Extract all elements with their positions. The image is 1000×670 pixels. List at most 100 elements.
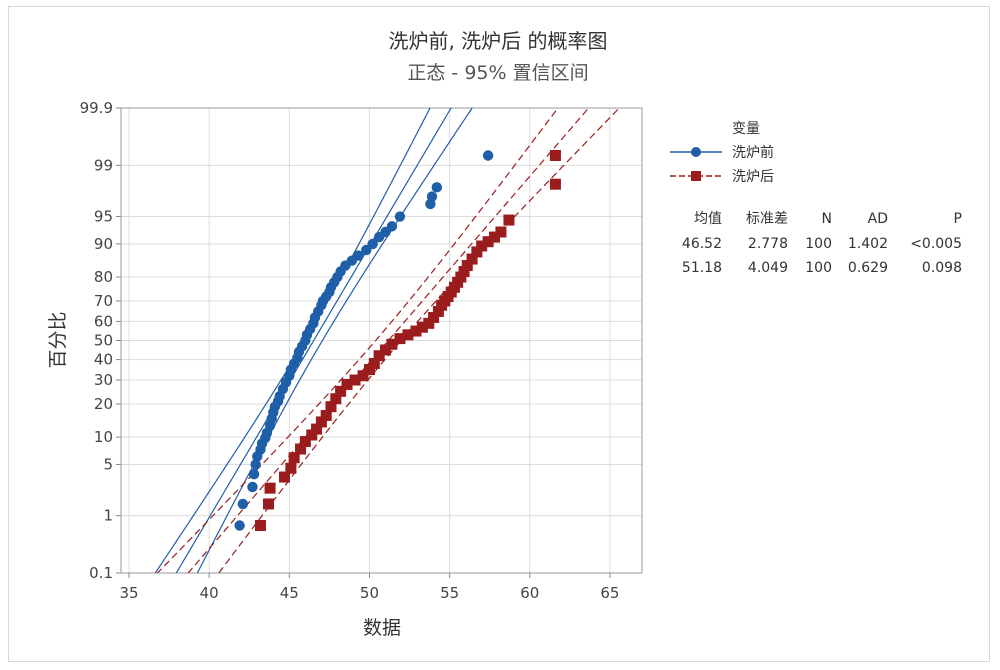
data-point	[353, 250, 364, 261]
chart-title: 洗炉前, 洗炉后 的概率图	[388, 29, 607, 53]
data-point	[330, 393, 342, 405]
stats-header: 均值	[694, 211, 722, 227]
data-point	[341, 378, 353, 390]
data-point	[416, 321, 428, 333]
stats-cell: 0.098	[922, 260, 962, 276]
y-axis-label: 百分比	[47, 311, 69, 368]
stats-cell: 0.629	[848, 260, 888, 276]
data-point	[311, 423, 323, 435]
x-tick-label: 35	[119, 584, 138, 602]
data-point	[432, 305, 444, 317]
legend-title: 变量	[732, 121, 760, 137]
y-tick-label: 99	[94, 156, 113, 174]
data-point	[237, 498, 249, 510]
stats-header: AD	[868, 211, 888, 227]
data-point	[247, 481, 258, 493]
y-tick-label: 40	[94, 351, 113, 369]
data-point	[503, 214, 515, 226]
y-tick-label: 80	[94, 268, 113, 286]
stats-cell: 1.402	[848, 236, 888, 252]
data-point	[306, 429, 318, 441]
data-point	[357, 370, 369, 382]
y-tick-label: 5	[103, 455, 113, 473]
legend-label-before: 洗炉前	[732, 144, 774, 161]
data-point	[380, 344, 392, 356]
legend-marker-before	[691, 147, 701, 157]
data-point	[373, 350, 385, 362]
fit-line	[175, 108, 452, 573]
data-point	[489, 231, 501, 243]
data-point	[248, 469, 260, 480]
stats-cell: <0.005	[910, 236, 962, 252]
x-tick-label: 45	[280, 584, 299, 602]
y-tick-label: 90	[94, 235, 113, 253]
data-point	[466, 253, 478, 265]
stats-cell: 51.18	[682, 260, 722, 276]
data-point	[299, 436, 311, 448]
data-point	[349, 374, 361, 386]
data-point	[495, 226, 507, 238]
x-tick-label: 55	[440, 584, 459, 602]
data-point	[410, 325, 422, 337]
data-point	[482, 150, 494, 161]
y-tick-label: 30	[94, 371, 113, 389]
data-point	[285, 462, 297, 474]
data-point	[288, 452, 300, 464]
stats-header: 标准差	[746, 211, 788, 227]
data-point	[264, 482, 276, 494]
data-point	[325, 401, 337, 413]
y-tick-label: 99.9	[80, 99, 113, 117]
data-point	[426, 191, 438, 202]
data-point	[250, 459, 261, 470]
legend-marker-after	[691, 171, 701, 181]
data-point	[476, 240, 488, 252]
data-point	[549, 150, 561, 162]
chart-subtitle: 正态 - 95% 置信区间	[407, 62, 588, 84]
stats-table: 均值 标准差 N AD P 46.52 2.778 100 1.402 <0.005 51.18 4.…	[682, 211, 962, 276]
data-point	[279, 471, 291, 483]
x-tick-label: 65	[600, 584, 619, 602]
plot-area: 35 40 45 50 55 60 650.115102030405060708090959…	[80, 99, 643, 602]
data-point	[363, 364, 375, 376]
data-point	[402, 329, 414, 341]
data-point	[386, 338, 398, 350]
data-point	[431, 182, 443, 193]
stats-cell: 46.52	[682, 236, 722, 252]
y-tick-label: 10	[94, 428, 113, 446]
stats-header: N	[822, 211, 832, 227]
data-point	[367, 238, 378, 250]
plot-border	[120, 107, 643, 574]
data-point	[458, 265, 470, 277]
data-point	[335, 385, 347, 397]
data-point	[315, 416, 327, 428]
data-point	[394, 333, 406, 345]
x-tick-label: 40	[200, 584, 219, 602]
lower-ci-band	[156, 108, 559, 573]
data-point	[368, 358, 380, 370]
x-axis-label: 数据	[363, 617, 401, 639]
data-point	[482, 236, 494, 248]
y-tick-label: 60	[94, 312, 113, 330]
data-point	[461, 260, 473, 272]
stats-cell: 4.049	[748, 260, 788, 276]
data-point	[234, 520, 245, 531]
x-tick-label: 50	[360, 584, 379, 602]
data-point	[295, 443, 307, 455]
y-tick-label: 50	[94, 332, 113, 350]
data-point	[471, 246, 483, 258]
fit-line	[187, 108, 590, 573]
data-point	[386, 221, 398, 232]
stats-cell: 100	[805, 260, 832, 276]
legend: 变量 洗炉前 洗炉后	[670, 121, 774, 185]
y-tick-label: 1	[103, 507, 113, 525]
data-point	[394, 211, 406, 222]
legend-label-after: 洗炉后	[732, 169, 774, 185]
data-point	[423, 317, 435, 329]
data-point	[254, 519, 266, 531]
x-tick-label: 60	[520, 584, 539, 602]
upper-ci-band	[196, 108, 473, 573]
data-point	[262, 498, 274, 510]
stats-cell: 2.778	[748, 236, 788, 252]
data-point	[455, 271, 467, 283]
